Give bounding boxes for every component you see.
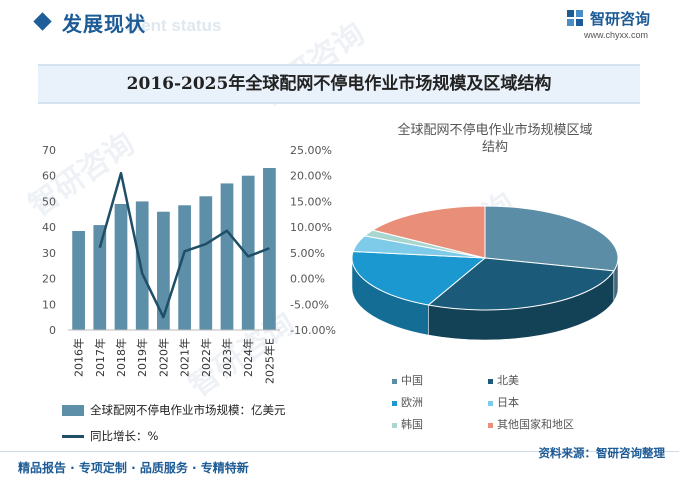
pie-legend-swatch: [392, 400, 397, 406]
brand-name: 智研咨询: [590, 10, 651, 28]
pie-legend-label: 中国: [401, 374, 423, 387]
x-tick-label: 2025年E: [262, 338, 276, 384]
y-left-tick-label: 0: [49, 324, 56, 337]
legend-bar: 全球配网不停电作业市场规模：亿美元: [62, 402, 286, 418]
pie-legend-label: 日本: [497, 396, 519, 409]
pie-legend-item: 韩国: [392, 416, 423, 432]
diamond-icon: [33, 12, 52, 31]
pie-legend-swatch: [488, 422, 493, 428]
bar-line-chart: 0 10 20 30 40 50 60 70 -10.00% -5.00% 0.00% 5.00% 10…: [42, 144, 336, 384]
y-right-tick-label: 5.00%: [290, 247, 325, 260]
bar: [72, 231, 85, 330]
footer-source: 资料来源：智研咨询整理: [538, 446, 666, 460]
bar: [220, 183, 234, 330]
y-right-tick-label: 25.00%: [290, 144, 332, 157]
bar: [199, 196, 213, 330]
y-left-tick-label: 70: [42, 144, 56, 157]
bar: [178, 205, 191, 330]
legend-bar-swatch: [62, 405, 84, 416]
y-right-tick-label: -10.00%: [290, 324, 336, 337]
pie-legend-item: 北美: [488, 372, 519, 388]
x-tick-label: 2019年: [135, 338, 149, 377]
x-tick-label: 2021年: [178, 338, 192, 377]
bar: [93, 225, 107, 330]
header-subtitle: ment status: [126, 16, 222, 35]
pie-slice: [371, 205, 486, 259]
y-left-tick-label: 60: [42, 170, 56, 183]
bar: [157, 211, 170, 330]
y-left-tick-label: 30: [42, 247, 56, 260]
pie-title: 结构: [482, 140, 508, 155]
legend-bar-label: 全球配网不停电作业市场规模：亿美元: [90, 403, 286, 417]
brand-logo-icon: [567, 10, 583, 26]
chart-title-bar: 2016-2025年全球配网不停电作业市场规模及区域结构: [38, 64, 640, 104]
pie-title: 全球配网不停电作业市场规模区域: [397, 122, 592, 138]
legend-line-swatch: [62, 435, 84, 438]
x-tick-label: 2016年: [72, 338, 86, 377]
bar: [135, 201, 149, 330]
pie-legend-swatch: [488, 400, 493, 406]
x-tick-label: 2022年: [199, 338, 213, 377]
pie-legend-label: 欧洲: [401, 396, 423, 409]
y-right-tick-label: -5.00%: [290, 298, 329, 311]
y-right-tick-label: 15.00%: [290, 195, 332, 208]
bar: [241, 175, 255, 330]
y-left-tick-label: 50: [42, 195, 56, 208]
y-left-tick-label: 20: [42, 273, 56, 286]
x-tick-label: 2024年: [241, 338, 255, 377]
pie-legend-swatch: [392, 422, 397, 428]
growth-line: [98, 171, 270, 319]
pie-legend-item: 欧洲: [392, 394, 423, 410]
bar: [114, 204, 128, 330]
y-left-tick-label: 10: [42, 298, 56, 311]
page-title: 发展现状: [62, 12, 146, 36]
brand-url: www.chyxx.com: [584, 30, 649, 40]
y-right-tick-label: 20.00%: [290, 170, 332, 183]
page-header: ment status 发展现状 智研咨询 www.chyxx.com: [0, 0, 679, 50]
pie-legend-swatch: [392, 378, 397, 384]
pie-legend-swatch: [488, 378, 493, 384]
pie-legend-label: 其他国家和地区: [497, 418, 574, 431]
pie-legend-item: 中国: [392, 372, 423, 388]
pie-legend-label: 北美: [497, 374, 519, 387]
y-left-tick-label: 40: [42, 221, 56, 234]
y-right-tick-label: 10.00%: [290, 221, 332, 234]
pie-legend-item: 其他国家和地区: [488, 416, 574, 432]
footer-tagline: 精品报告 · 专项定制 · 品质服务 · 专精特新: [18, 461, 249, 475]
y-right-tick-label: 0.00%: [290, 273, 325, 286]
x-tick-label: 2018年: [114, 338, 128, 377]
pie-slice: [484, 205, 619, 272]
pie-slice: [351, 250, 487, 306]
page-footer: 精品报告 · 专项定制 · 品质服务 · 专精特新 资料来源：智研咨询整理: [0, 446, 679, 481]
x-tick-label: 2023年: [220, 338, 234, 377]
legend-line: 同比增长：%: [62, 428, 158, 444]
x-tick-label: 2020年: [156, 338, 170, 377]
pie-legend-item: 日本: [488, 394, 519, 410]
legend-line-label: 同比增长：%: [90, 429, 159, 443]
pie-legend-label: 韩国: [401, 418, 423, 431]
pie-slice: [427, 257, 615, 311]
x-tick-label: 2017年: [93, 338, 107, 377]
